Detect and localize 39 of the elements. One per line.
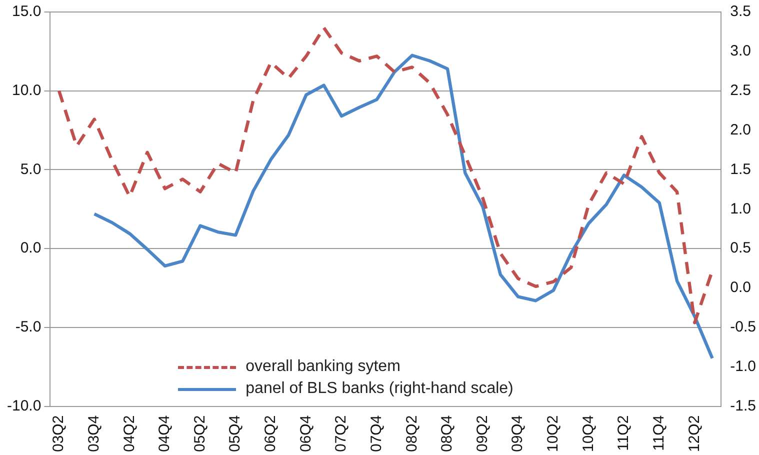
y-tick-label: 5.0 — [20, 160, 42, 178]
x-tick-label: 03Q2 — [50, 415, 68, 452]
x-tick-label: 07Q2 — [332, 415, 350, 452]
y-tick-label: 15.0 — [12, 3, 42, 20]
y2-tick-label: 1.0 — [730, 200, 752, 218]
x-tick-label: 11Q2 — [615, 415, 632, 451]
line-series — [57, 26, 714, 324]
y2-tick-label: 2.5 — [730, 82, 752, 99]
x-tick-label: 09Q2 — [474, 415, 491, 452]
x-tick-label: 08Q2 — [403, 415, 420, 452]
y2-tick-label: 0.0 — [730, 279, 752, 296]
x-tick-label: 03Q4 — [85, 415, 102, 452]
x-tick-label: 04Q2 — [120, 415, 138, 452]
x-tick-label: 11Q4 — [650, 415, 668, 451]
y-tick-label: -5.0 — [15, 318, 42, 336]
y2-tick-label: 3.5 — [730, 3, 752, 20]
y2-tick-label: -0.5 — [730, 318, 756, 336]
y2-tick-label: 1.5 — [730, 160, 752, 178]
x-tick-label: 12Q2 — [686, 415, 703, 452]
x-tick-label: 04Q4 — [156, 415, 174, 452]
y-tick-label: -10.0 — [6, 397, 42, 414]
x-tick-label: 08Q4 — [438, 415, 456, 452]
x-tick-label: 10Q4 — [580, 415, 597, 452]
y2-tick-label: 0.5 — [730, 240, 752, 257]
legend-label: panel of BLS banks (right-hand scale) — [246, 380, 514, 398]
x-tick-label: 05Q2 — [191, 415, 208, 452]
y2-tick-label: 2.0 — [730, 121, 752, 138]
y2-tick-label: -1.5 — [730, 397, 756, 414]
y2-tick-label: 3.0 — [730, 42, 752, 60]
y-tick-label: 10.0 — [12, 82, 42, 99]
x-tick-label: 06Q2 — [262, 415, 280, 452]
y-tick-label: 0.0 — [20, 240, 42, 257]
x-tick-label: 06Q4 — [297, 415, 314, 452]
x-tick-label: 05Q4 — [226, 415, 244, 452]
x-tick-label: 10Q2 — [544, 415, 562, 452]
legend-label: overall banking sytem — [246, 358, 400, 376]
x-tick-label: 07Q4 — [368, 415, 385, 452]
x-tick-label: 09Q4 — [509, 415, 526, 452]
y2-tick-label: -1.0 — [730, 358, 756, 376]
